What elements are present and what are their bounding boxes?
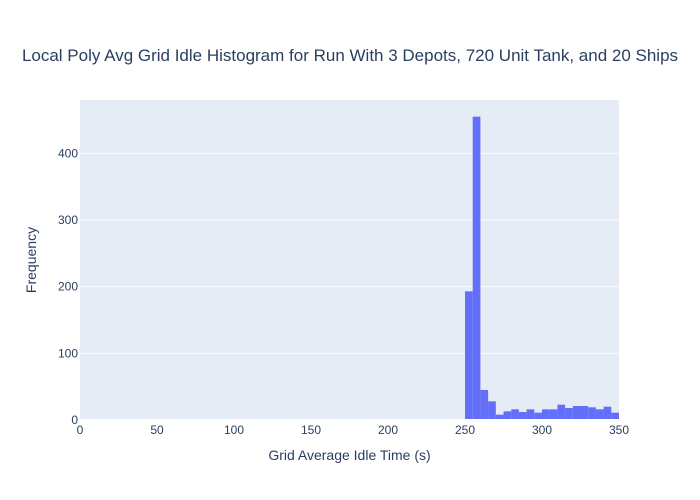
x-tick-label: 350	[609, 423, 629, 437]
y-tick-label: 400	[58, 146, 78, 160]
y-tick-label: 100	[58, 346, 78, 360]
histogram-bar	[595, 409, 604, 420]
x-axis-ticks: 0 50 100 150 200 250 300 350	[77, 423, 630, 437]
y-tick-label: 300	[58, 213, 78, 227]
x-tick-label: 0	[77, 423, 84, 437]
histogram-bar	[488, 401, 496, 420]
x-tick-label: 200	[378, 423, 398, 437]
x-tick-label: 300	[532, 423, 552, 437]
y-tick-label: 200	[58, 280, 78, 294]
histogram-bars	[465, 116, 619, 421]
histogram-bar	[542, 409, 550, 420]
histogram-bar	[549, 409, 558, 420]
histogram-bar	[572, 406, 581, 420]
histogram-bar	[557, 404, 566, 420]
x-tick-label: 50	[150, 423, 164, 437]
histogram-bar	[603, 406, 612, 420]
histogram-bar	[565, 408, 573, 420]
y-axis-ticks: 0 100 200 300 400	[58, 146, 78, 427]
histogram-bar	[465, 291, 473, 420]
x-tick-label: 150	[301, 423, 321, 437]
gridlines	[80, 152, 619, 354]
histogram-bar	[534, 412, 542, 420]
histogram-bar	[580, 406, 589, 420]
histogram-bar	[503, 411, 512, 420]
histogram-bar	[511, 409, 519, 420]
histogram-bar	[495, 414, 504, 420]
x-axis-title: Grid Average Idle Time (s)	[268, 447, 430, 463]
y-tick-label: 0	[71, 413, 78, 427]
x-tick-label: 100	[224, 423, 244, 437]
histogram-bar	[472, 116, 481, 421]
plot-area	[80, 100, 619, 420]
histogram-bar	[480, 390, 489, 420]
chart-title: Local Poly Avg Grid Idle Histogram for R…	[21, 46, 679, 65]
histogram-bar	[518, 412, 527, 420]
y-axis-title: Frequency	[23, 227, 39, 293]
histogram-bar	[611, 412, 619, 420]
histogram-bar	[588, 407, 596, 420]
histogram-bar	[526, 409, 535, 420]
x-tick-label: 250	[455, 423, 475, 437]
